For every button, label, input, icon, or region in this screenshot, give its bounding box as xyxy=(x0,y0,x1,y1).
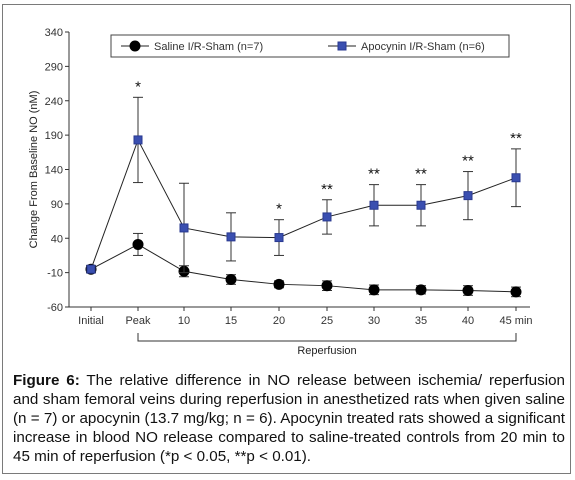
figure-frame: 340 290 240 190 140 90 40 -10 -60 Change From Bas… xyxy=(2,4,571,474)
x-tick-label: 35 xyxy=(415,315,427,327)
x-tick-label: 30 xyxy=(368,315,380,327)
significance-marker: ** xyxy=(510,130,522,147)
data-point xyxy=(416,200,426,210)
data-point xyxy=(274,233,284,243)
reperfusion-bracket xyxy=(137,333,517,342)
significance-marker: ** xyxy=(415,166,427,183)
legend-saline-marker xyxy=(129,40,141,52)
x-tick-label: 20 xyxy=(273,315,285,327)
caption-label: Figure 6: xyxy=(13,372,80,389)
figure-caption: Figure 6: The relative difference in NO … xyxy=(13,371,565,466)
data-point xyxy=(86,264,96,274)
data-point xyxy=(225,274,237,285)
x-tick-label: 10 xyxy=(178,315,190,327)
y-tick-label: 290 xyxy=(45,61,63,73)
series-line xyxy=(90,243,517,293)
data-point xyxy=(369,200,379,210)
data-point xyxy=(179,223,189,233)
y-tick-label: 340 xyxy=(45,27,63,39)
significance-marker: ** xyxy=(368,166,380,183)
data-point xyxy=(226,232,236,242)
y-tick-label: 190 xyxy=(45,130,63,142)
significance-marker: * xyxy=(135,78,141,95)
data-point xyxy=(321,280,333,292)
data-point xyxy=(322,212,332,222)
y-tick-label: 140 xyxy=(45,165,63,177)
data-point xyxy=(463,191,473,201)
series-apocynin xyxy=(86,96,521,274)
y-tick-label: -10 xyxy=(47,268,63,280)
data-point xyxy=(462,285,474,296)
caption-text: The relative difference in NO release be… xyxy=(13,372,565,465)
x-axis-label: Reperfusion xyxy=(297,345,356,357)
line-chart: 340 290 240 190 140 90 40 -10 -60 Change From Bas… xyxy=(28,27,533,357)
x-tick-label: 15 xyxy=(225,315,237,327)
significance-marker: * xyxy=(276,201,282,218)
y-tick-label: 90 xyxy=(51,199,63,211)
series-line xyxy=(90,138,517,270)
y-tick-label: -60 xyxy=(47,302,63,314)
y-axis-label: Change From Baseline NO (nM) xyxy=(28,91,40,249)
legend-box xyxy=(110,34,510,58)
data-point xyxy=(133,135,143,145)
y-tick-label: 240 xyxy=(45,96,63,108)
legend: Saline I/R-Sham (n=7) Apocynin I/R-Sham (… xyxy=(110,34,510,58)
significance-marker: ** xyxy=(321,181,333,198)
data-point xyxy=(368,284,380,296)
x-tick-label: 25 xyxy=(321,315,333,327)
x-tick-label: Peak xyxy=(125,315,151,327)
x-tick-label: 45 min xyxy=(499,315,532,327)
significance-marker: ** xyxy=(462,153,474,170)
y-tick-label: 40 xyxy=(51,233,63,245)
series-saline xyxy=(85,232,522,298)
legend-apocynin-marker xyxy=(337,41,347,51)
data-point xyxy=(510,286,522,298)
data-point xyxy=(132,238,144,250)
legend-apocynin-label: Apocynin I/R-Sham (n=6) xyxy=(361,41,485,53)
x-tick-label: Initial xyxy=(78,315,104,327)
legend-saline-label: Saline I/R-Sham (n=7) xyxy=(154,41,263,53)
data-point xyxy=(415,284,427,296)
data-point xyxy=(273,278,285,290)
x-tick-label: 40 xyxy=(462,315,474,327)
data-point xyxy=(511,173,521,183)
